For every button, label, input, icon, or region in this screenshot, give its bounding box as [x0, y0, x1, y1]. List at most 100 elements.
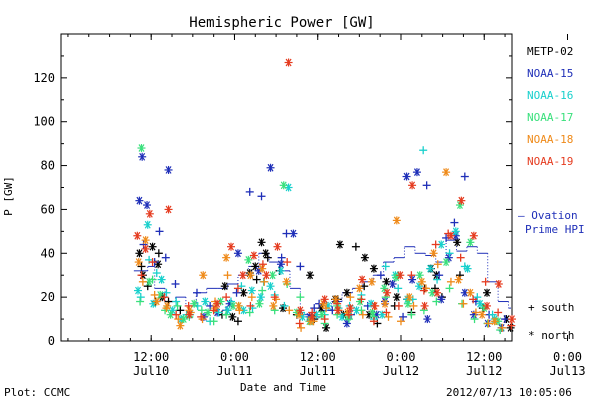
x-tick-time: 12:00	[300, 350, 336, 364]
south-point	[484, 319, 493, 328]
north-point	[233, 249, 242, 258]
south-point	[233, 284, 242, 293]
north-point	[143, 201, 152, 210]
chart-title: Hemispheric Power [GW]	[189, 15, 374, 31]
x-tick-date: Jul11	[300, 364, 336, 378]
north-point	[257, 238, 266, 247]
north-point	[454, 275, 463, 284]
south-point	[399, 312, 408, 321]
north-point	[134, 286, 143, 295]
south-point	[450, 218, 459, 227]
north-point	[346, 304, 355, 313]
y-tick-label: 40	[41, 246, 55, 260]
south-point	[161, 253, 170, 262]
north-point	[163, 301, 172, 310]
north-point	[415, 282, 424, 291]
north-point	[408, 275, 417, 284]
north-point	[388, 279, 397, 288]
north-point	[296, 306, 305, 315]
ovation-legend-line1: – Ovation	[518, 209, 578, 222]
north-point	[152, 297, 161, 306]
south-point	[494, 308, 503, 317]
x-tick-date: Jul12	[383, 364, 419, 378]
south-point	[209, 306, 218, 315]
x-tick-time: 12:00	[466, 350, 502, 364]
x-tick-time: 0:00	[220, 350, 249, 364]
north-point	[469, 231, 478, 240]
north-point	[228, 312, 237, 321]
north-point	[358, 275, 367, 284]
south-point	[459, 299, 468, 308]
north-point	[442, 258, 451, 267]
north-point	[429, 249, 438, 258]
x-tick-date: Jul12	[466, 364, 502, 378]
symbol-legend-entry: + south	[528, 301, 574, 314]
north-point	[213, 299, 222, 308]
north-point	[402, 172, 411, 181]
south-point	[154, 249, 163, 258]
south-point	[226, 297, 235, 306]
south-point	[260, 277, 269, 286]
north-point	[478, 310, 487, 319]
south-point	[322, 304, 331, 313]
plot-timestamp: 2012/07/13 10:05:06	[446, 386, 572, 399]
north-point	[148, 242, 157, 251]
north-point	[176, 321, 185, 330]
south-point	[172, 297, 181, 306]
x-tick-time: 0:00	[553, 350, 582, 364]
south-point	[285, 306, 294, 315]
north-point	[143, 220, 152, 229]
south-point	[258, 260, 267, 269]
north-point	[249, 251, 258, 260]
symbol-legend: + south * north	[528, 301, 574, 342]
north-point	[185, 310, 194, 319]
north-point	[335, 240, 344, 249]
north-point	[392, 216, 401, 225]
north-point	[392, 293, 401, 302]
south-point	[137, 262, 146, 271]
south-point	[162, 288, 171, 297]
satellite-legend: METP-02 NOAA-15 NOAA-16 NOAA-17 NOAA-18 NOAA-…	[527, 45, 573, 168]
south-point	[258, 286, 267, 295]
north-point	[164, 205, 173, 214]
north-point	[251, 262, 260, 271]
north-point	[483, 288, 492, 297]
south-point	[384, 312, 393, 321]
south-point	[297, 323, 306, 332]
south-point	[419, 146, 428, 155]
north-point	[279, 181, 288, 190]
north-point	[220, 282, 229, 291]
north-point	[258, 264, 267, 273]
x-tick-date: Jul11	[216, 364, 252, 378]
south-point	[507, 321, 516, 330]
south-point	[381, 262, 390, 271]
north-point	[370, 301, 379, 310]
south-point	[382, 308, 391, 317]
y-axis-label: P [GW]	[2, 176, 15, 216]
south-point	[445, 249, 454, 258]
south-point	[430, 284, 439, 293]
north-point	[238, 271, 247, 280]
south-point	[470, 315, 479, 324]
legend-entry: NOAA-18	[527, 133, 573, 146]
north-point	[368, 308, 377, 317]
legend-entry: NOAA-17	[527, 111, 573, 124]
south-point	[270, 293, 279, 302]
north-point	[261, 249, 270, 258]
north-point	[494, 279, 503, 288]
north-point	[222, 253, 231, 262]
north-point	[483, 301, 492, 310]
south-point	[469, 295, 478, 304]
north-point	[412, 168, 421, 177]
south-point	[473, 293, 482, 302]
south-point	[246, 301, 255, 310]
north-point	[135, 249, 144, 258]
north-point	[355, 284, 364, 293]
north-point	[255, 299, 264, 308]
south-point	[407, 310, 416, 319]
south-point	[139, 240, 148, 249]
north-point	[369, 264, 378, 273]
south-point	[192, 288, 201, 297]
south-point	[351, 242, 360, 251]
south-point	[409, 301, 418, 310]
